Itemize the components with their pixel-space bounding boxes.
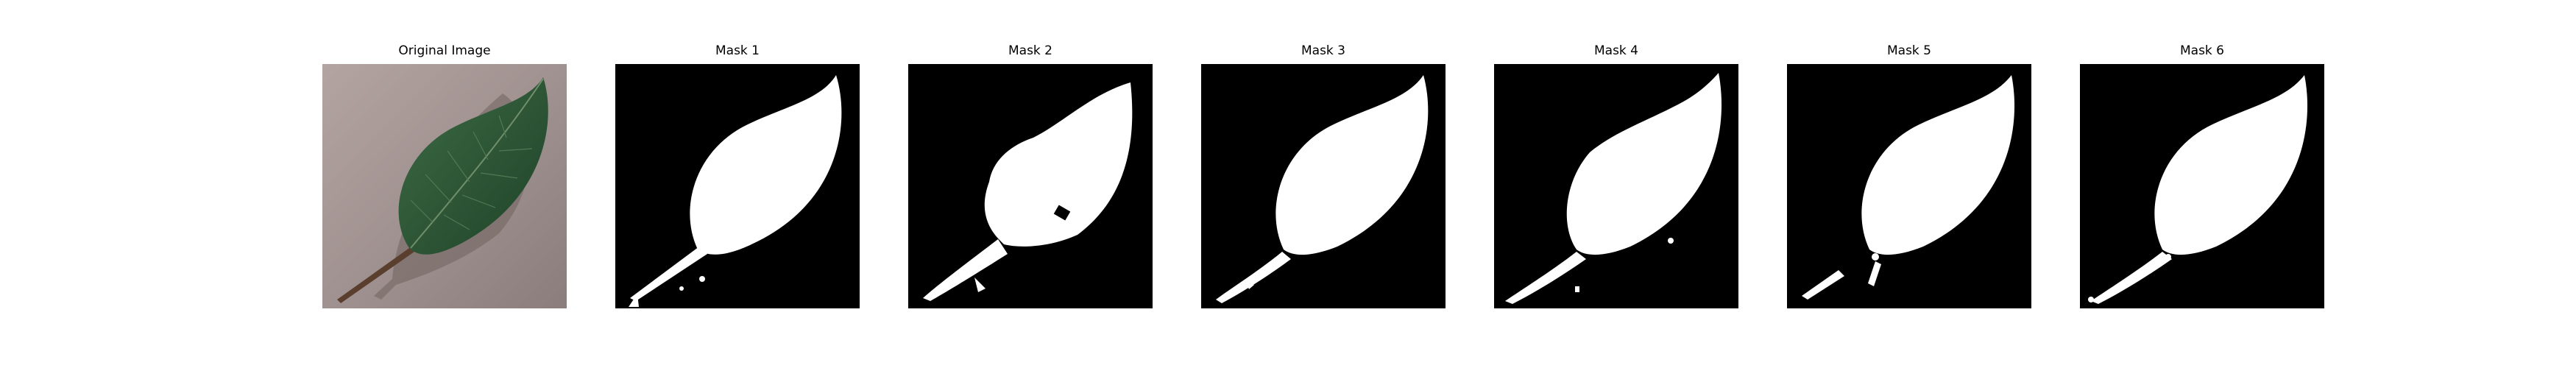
panel-title: Mask 4: [1494, 43, 1738, 59]
mask-6-image: [2080, 64, 2324, 308]
mask-5-image: [1787, 64, 2031, 308]
panel-title: Mask 1: [615, 43, 860, 59]
panel-title: Mask 6: [2080, 43, 2324, 59]
original-leaf-photo: [322, 64, 567, 308]
panel-title: Mask 5: [1787, 43, 2031, 59]
mask-2-image: [908, 64, 1153, 308]
panel-title: Original Image: [322, 43, 567, 59]
mask-4-image: [1494, 64, 1738, 308]
panel-title: Mask 2: [908, 43, 1153, 59]
panel-title: Mask 3: [1201, 43, 1446, 59]
mask-3-image: [1201, 64, 1446, 308]
mask-1-image: [615, 64, 860, 308]
